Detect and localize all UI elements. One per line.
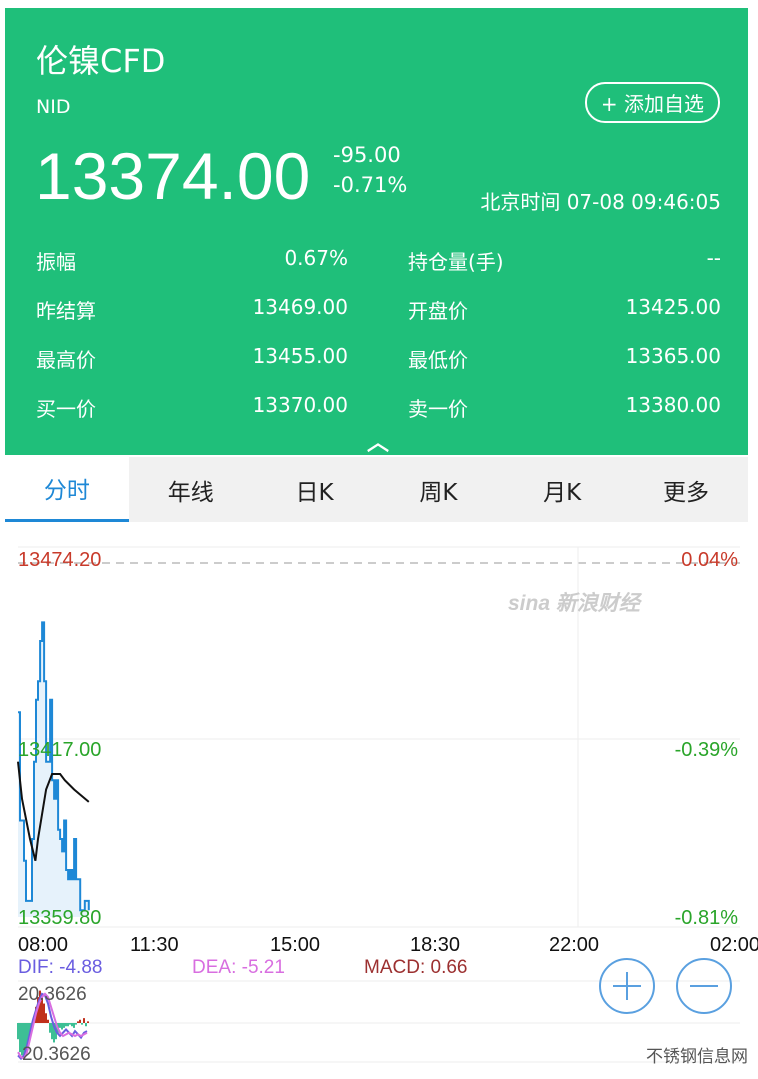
- macd-bar: [81, 1023, 83, 1025]
- macd-bar: [75, 1023, 77, 1025]
- stat-value2: 13365.00: [625, 344, 721, 368]
- pct-label-bottom: -0.81%: [675, 907, 739, 929]
- tab-5[interactable]: 更多: [663, 479, 710, 506]
- stat-label2: 卖一价: [408, 397, 468, 421]
- tab-1[interactable]: 年线: [167, 479, 214, 506]
- instrument-code: NID: [36, 96, 71, 118]
- macd-bar: [23, 1023, 25, 1056]
- pct-label-top: 0.04%: [681, 549, 738, 571]
- stat-value2: --: [706, 246, 721, 270]
- quote-header: 伦镍CFD NID + 添加自选 13374.00 -95.00 -0.71% 北…: [5, 8, 748, 456]
- y-label-mid: 13417.00: [18, 739, 101, 761]
- x-tick: 08:00: [18, 934, 68, 956]
- macd-bar: [65, 1023, 67, 1027]
- stat-label2: 持仓量(手): [408, 250, 504, 274]
- tab-0[interactable]: 分时: [5, 457, 129, 522]
- period-tabs: 分时 年线 日K 周K 月K 更多: [5, 457, 748, 522]
- macd-bar: [61, 1023, 63, 1030]
- macd-bar: [51, 1023, 53, 1040]
- macd-bar: [27, 1023, 29, 1043]
- macd-bar: [59, 1023, 61, 1028]
- stat-value: 13455.00: [252, 344, 348, 368]
- macd-y-top: 20.3626: [18, 984, 87, 1005]
- stat-label: 最高价: [36, 348, 96, 372]
- quote-time: 北京时间 07-08 09:46:05: [480, 190, 721, 214]
- change-value: -95.00: [333, 143, 401, 167]
- zoom-out-icon[interactable]: [676, 958, 732, 1014]
- dif-line: [17, 992, 88, 1061]
- macd-bar: [17, 1023, 19, 1040]
- x-tick: 15:00: [270, 934, 320, 956]
- stat-value: 13370.00: [252, 393, 348, 417]
- dif-label: DIF: -4.88: [18, 957, 102, 978]
- last-price: 13374.00: [35, 139, 311, 213]
- footer-watermark: 不锈钢信息网: [646, 1047, 748, 1067]
- zoom-in-icon[interactable]: [599, 958, 655, 1014]
- x-tick: 22:00: [549, 934, 599, 956]
- macd-bar: [79, 1019, 81, 1023]
- x-tick: 18:30: [410, 934, 460, 956]
- macd-bar: [53, 1023, 55, 1043]
- chart-area: sina 新浪财经 13474.20 13417.00 13359.80 0.0…: [17, 546, 758, 1065]
- instrument-title: 伦镍CFD: [36, 42, 166, 80]
- average-line: [17, 761, 90, 861]
- macd-bar: [25, 1023, 27, 1053]
- stat-label: 昨结算: [36, 299, 96, 323]
- stat-value2: 13380.00: [625, 393, 721, 417]
- macd-bar: [63, 1023, 65, 1028]
- change-pct: -0.71%: [333, 173, 408, 197]
- macd-bar: [85, 1023, 87, 1027]
- macd-bar: [71, 1023, 73, 1027]
- macd-bar: [45, 1013, 47, 1023]
- y-label-top: 13474.20: [18, 549, 101, 571]
- price-area: [18, 622, 89, 917]
- x-tick: 02:00: [710, 934, 758, 956]
- macd-bar: [19, 1023, 21, 1053]
- macd-bar: [69, 1023, 71, 1025]
- x-tick: 11:30: [130, 934, 179, 956]
- macd-bar: [39, 990, 41, 1023]
- macd-label: MACD: 0.66: [364, 957, 467, 978]
- price-change: -95.00 -0.71%: [333, 140, 407, 200]
- macd-bar: [87, 1021, 89, 1023]
- tab-4[interactable]: 月K: [543, 479, 582, 506]
- macd-bar: [83, 1018, 85, 1023]
- stat-label2: 最低价: [408, 348, 468, 372]
- macd-bar: [43, 1003, 45, 1023]
- macd-bar: [21, 1023, 23, 1056]
- stat-value: 0.67%: [284, 246, 348, 270]
- macd-bar: [47, 1019, 49, 1023]
- macd-bar: [49, 1023, 51, 1033]
- macd-bar: [29, 1023, 31, 1033]
- add-watchlist-button[interactable]: + 添加自选: [584, 82, 720, 123]
- stat-label: 振幅: [36, 250, 76, 274]
- y-label-bottom: 13359.80: [18, 907, 101, 929]
- tab-2[interactable]: 日K: [295, 479, 334, 506]
- macd-y-bottom: 20.3626: [22, 1044, 91, 1065]
- macd-bar: [73, 1023, 75, 1028]
- macd-bar: [77, 1021, 79, 1023]
- stat-value: 13469.00: [252, 295, 348, 319]
- stat-label2: 开盘价: [408, 299, 468, 323]
- dea-label: DEA: -5.21: [192, 957, 285, 978]
- stat-label: 买一价: [36, 397, 96, 421]
- stat-value2: 13425.00: [625, 295, 721, 319]
- macd-bar: [41, 993, 43, 1023]
- pct-label-mid: -0.39%: [675, 739, 739, 761]
- price-line: [18, 621, 90, 912]
- chevron-up-icon[interactable]: ︿: [367, 431, 390, 456]
- sina-watermark: sina 新浪财经: [508, 591, 643, 615]
- dea-line: [17, 992, 88, 1061]
- tab-3[interactable]: 周K: [419, 479, 458, 506]
- macd-bar: [67, 1023, 69, 1027]
